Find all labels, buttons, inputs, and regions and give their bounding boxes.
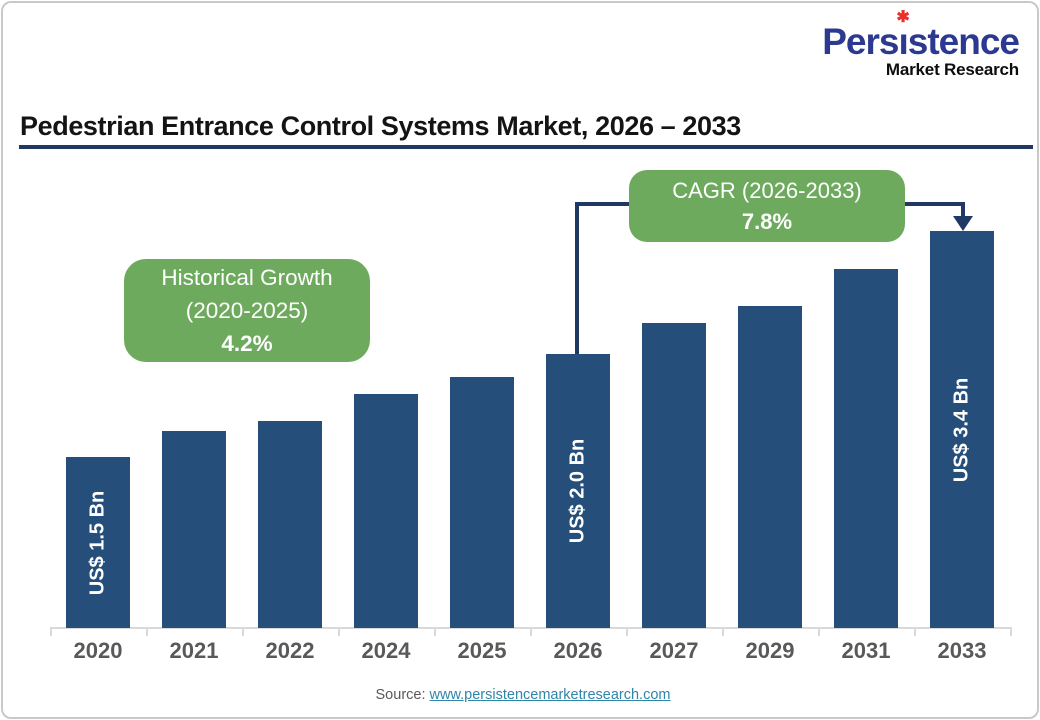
source-label: Source:	[375, 687, 426, 703]
x-axis-tick	[914, 627, 916, 636]
connector-left-vertical	[575, 202, 579, 354]
x-label-2020: 2020	[73, 638, 123, 663]
brand-logo-wordmark: Persı ✱ stence	[822, 10, 1020, 62]
historical-growth-line1: Historical Growth	[161, 265, 333, 290]
x-axis-tick	[434, 627, 436, 636]
bar-2025	[450, 377, 514, 628]
title-underline	[19, 145, 1033, 149]
brand-logo: Persı ✱ stence Market Research	[822, 10, 1020, 79]
bar-2031	[834, 269, 898, 628]
brand-dotless-i: ı	[898, 21, 908, 62]
x-axis-tick	[146, 627, 148, 636]
x-label-2025: 2025	[457, 638, 507, 663]
cagr-line1: CAGR (2026-2033)	[672, 178, 862, 203]
cagr-value: 7.8%	[741, 209, 793, 234]
brand-logo-subtitle: Market Research	[885, 60, 1019, 79]
connector-right-horizontal	[905, 202, 963, 206]
bar-2020	[66, 457, 130, 628]
x-axis-tick	[1010, 627, 1012, 636]
x-label-2024: 2024	[361, 638, 411, 663]
x-axis-tick	[338, 627, 340, 636]
brand-text-pre: Pers	[822, 21, 899, 62]
brand-text-post: stence	[907, 21, 1020, 62]
historical-growth-callout: Historical Growth (2020-2025) 4.2%	[124, 259, 370, 362]
connector-left-horizontal	[575, 202, 629, 206]
connector-right-vertical	[961, 202, 965, 218]
bar-2021	[162, 431, 226, 628]
bar-chart: 2020 US$ 1.5 Bn 2021 2022 2024 2025 2026 US$ 2.…	[3, 3, 1037, 717]
x-label-2026: 2026	[553, 638, 603, 663]
x-axis-tick	[50, 627, 52, 636]
bar-value-label-2020: US$ 1.5 Bn	[86, 490, 109, 595]
x-axis-tick	[242, 627, 244, 636]
x-label-2033: 2033	[937, 638, 987, 663]
logo-star-icon: ✱	[896, 9, 910, 26]
bar-value-label-2026: US$ 2.0 Bn	[566, 438, 589, 544]
x-axis-tick	[626, 627, 628, 636]
x-label-2021: 2021	[169, 638, 219, 663]
x-label-2022: 2022	[265, 638, 315, 663]
historical-growth-value: 4.2%	[221, 331, 273, 356]
x-axis-tick	[530, 627, 532, 636]
x-label-2029: 2029	[745, 638, 795, 663]
bar-2033	[930, 231, 994, 628]
arrow-down-icon	[953, 216, 973, 231]
page-title: Pedestrian Entrance Control Systems Mark…	[20, 111, 741, 141]
bar-2029	[738, 306, 802, 628]
bar-2027	[642, 323, 706, 628]
source-note: Source: www.persistencemarketresearch.co…	[3, 687, 1037, 703]
bar-value-label-2033: US$ 3.4 Bn	[950, 377, 973, 482]
bar-2026	[546, 354, 610, 628]
x-label-2027: 2027	[649, 638, 699, 663]
x-axis-tick	[722, 627, 724, 636]
cagr-callout: CAGR (2026-2033) 7.8%	[629, 170, 905, 242]
historical-growth-line2: (2020-2025)	[185, 298, 309, 323]
bar-2022	[258, 421, 322, 628]
bar-2024	[354, 394, 418, 628]
x-axis-tick	[818, 627, 820, 636]
source-link[interactable]: www.persistencemarketresearch.com	[429, 687, 671, 703]
brand-letter-i: ı ✱	[896, 10, 909, 62]
x-label-2031: 2031	[841, 638, 891, 663]
